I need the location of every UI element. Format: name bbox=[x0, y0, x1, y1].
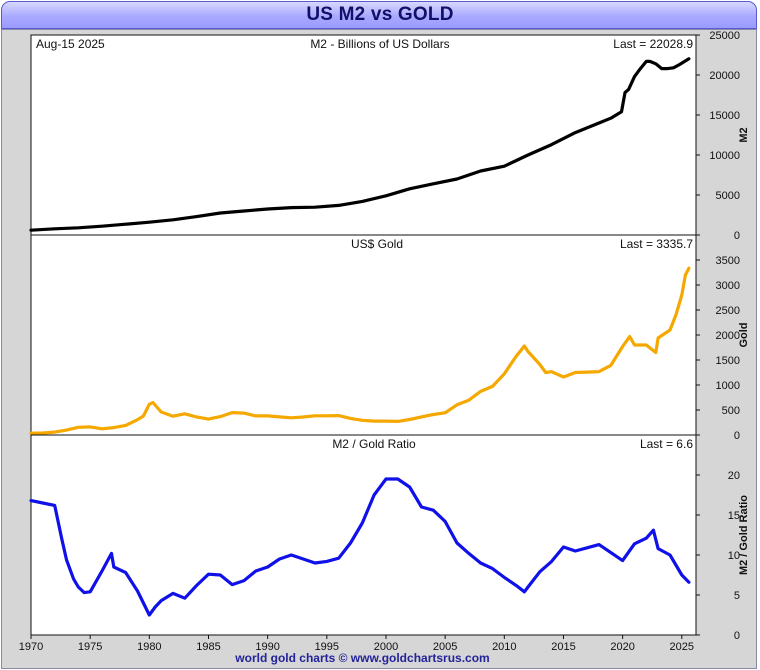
footer-credit: world gold charts © www.goldchartsrus.co… bbox=[235, 651, 490, 665]
x-tick-label: 2015 bbox=[551, 641, 575, 653]
y-tick-label-gold: 3000 bbox=[716, 280, 740, 292]
y-tick-label-m2: 15000 bbox=[709, 110, 740, 122]
panel-gold: 0 500 1000 1500 2000 2500 3000 3500 US$ Gold Last… bbox=[29, 234, 750, 442]
panel-m2: 0 5000 10000 15000 20000 25000 M2 - Billions o… bbox=[29, 30, 750, 242]
y-tick-label-gold: 2000 bbox=[716, 330, 740, 342]
last-value-ratio: Last = 6.6 bbox=[640, 437, 693, 451]
panel-ratio: 0 5 10 15 20 M2 / Gold Ratio Last = 6.6 M2 / Go… bbox=[29, 434, 750, 642]
chart-title: US M2 vs GOLD bbox=[306, 4, 454, 25]
x-tick-label: 1970 bbox=[19, 641, 43, 653]
series-line-ratio bbox=[29, 477, 691, 617]
y-tick-label-ratio: 15 bbox=[728, 510, 740, 522]
plot-area-ratio bbox=[30, 434, 697, 636]
date-label: Aug-15 2025 bbox=[36, 37, 105, 51]
y-tick-label-ratio: 20 bbox=[728, 470, 740, 482]
x-tick-label: 2000 bbox=[374, 641, 398, 653]
panel-title-m2: M2 - Billions of US Dollars bbox=[310, 37, 449, 51]
y-axis-title-m2: M2 bbox=[738, 127, 750, 142]
x-tick-label: 2020 bbox=[610, 641, 634, 653]
y-axis-title-gold: Gold bbox=[738, 322, 750, 347]
y-tick-label-gold: 1000 bbox=[716, 380, 740, 392]
x-tick-label: 2025 bbox=[670, 641, 694, 653]
x-tick-label: 1975 bbox=[78, 641, 102, 653]
x-tick-label: 2005 bbox=[433, 641, 457, 653]
plot-area-m2 bbox=[30, 34, 697, 236]
y-tick-label-gold: 0 bbox=[734, 430, 740, 442]
y-tick-label-m2: 25000 bbox=[709, 30, 740, 42]
series-line-gold bbox=[29, 266, 691, 435]
panel-title-gold: US$ Gold bbox=[351, 237, 403, 251]
y-tick-label-m2: 20000 bbox=[709, 70, 740, 82]
x-tick-label: 1995 bbox=[315, 641, 339, 653]
x-tick-label: 1990 bbox=[255, 641, 279, 653]
x-tick-label: 2010 bbox=[492, 641, 516, 653]
y-tick-label-ratio: 0 bbox=[734, 630, 740, 642]
series-line-m2 bbox=[29, 57, 691, 232]
last-value-m2: Last = 22028.9 bbox=[613, 37, 693, 51]
last-value-gold: Last = 3335.7 bbox=[620, 237, 693, 251]
panel-title-ratio: M2 / Gold Ratio bbox=[332, 437, 416, 451]
x-tick-label: 1980 bbox=[137, 641, 161, 653]
y-tick-label-m2: 5000 bbox=[716, 190, 740, 202]
x-tick-label: 1985 bbox=[196, 641, 220, 653]
y-tick-label-m2: 10000 bbox=[709, 150, 740, 162]
y-axis-title-ratio: M2 / Gold Ratio bbox=[738, 495, 750, 575]
chart-title-bar: US M2 vs GOLD bbox=[1, 1, 757, 29]
y-tick-label-gold: 2500 bbox=[716, 305, 740, 317]
y-tick-label-gold: 1500 bbox=[716, 355, 740, 367]
y-tick-label-gold: 500 bbox=[722, 405, 740, 417]
y-tick-label-m2: 0 bbox=[734, 230, 740, 242]
y-tick-label-gold: 3500 bbox=[716, 255, 740, 267]
plot-area-gold bbox=[30, 234, 697, 436]
y-tick-label-ratio: 5 bbox=[734, 590, 740, 602]
y-tick-label-ratio: 10 bbox=[728, 550, 740, 562]
